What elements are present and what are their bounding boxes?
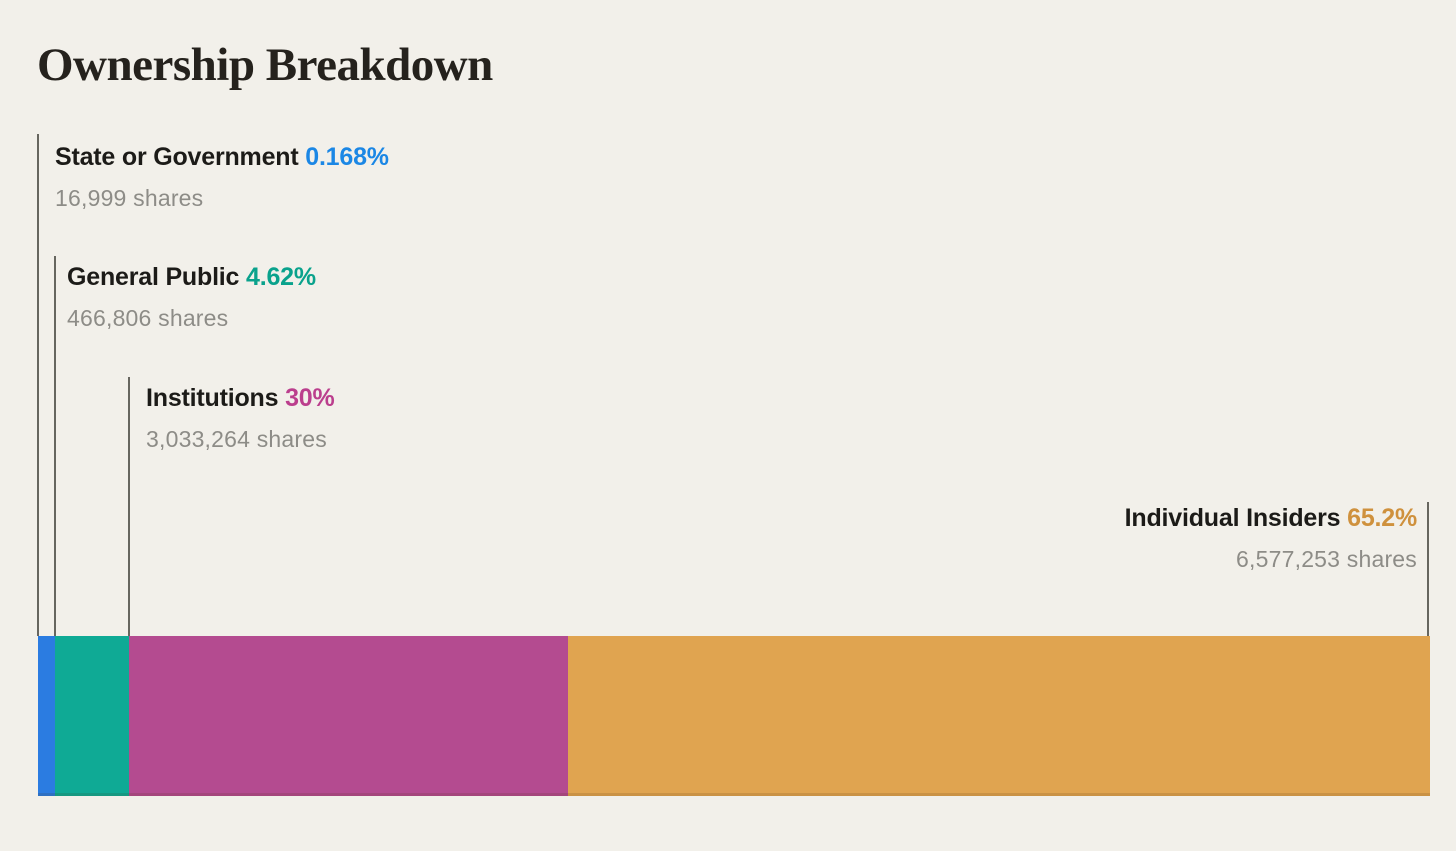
segment-name-label: Individual Insiders bbox=[1124, 504, 1341, 532]
bar-segment-general-public[interactable] bbox=[54, 636, 130, 796]
segment-name-label: General Public bbox=[67, 263, 240, 291]
callout-individual-insiders: Individual Insiders 65.2% 6,577,253 shar… bbox=[1124, 504, 1418, 573]
callout-institutions: Institutions 30% 3,033,264 shares bbox=[146, 384, 335, 453]
bar-segment-institutions[interactable] bbox=[129, 636, 569, 796]
segment-title-row: Institutions 30% bbox=[146, 384, 335, 413]
bar-segment-individual-insiders[interactable] bbox=[568, 636, 1430, 796]
segment-title-row: Individual Insiders 65.2% bbox=[1124, 504, 1418, 533]
connector-line-institutions bbox=[128, 377, 130, 636]
segment-name-label: State or Government bbox=[55, 143, 299, 171]
connector-line-general-public bbox=[54, 256, 56, 636]
connector-line-state-or-government bbox=[37, 134, 39, 636]
page-title: Ownership Breakdown bbox=[37, 39, 493, 91]
segment-shares-value: 3,033,264 shares bbox=[146, 425, 327, 452]
segment-title-row: General Public 4.62% bbox=[67, 263, 316, 292]
connector-line-individual-insiders bbox=[1427, 502, 1429, 636]
segment-percent-value: 30% bbox=[285, 384, 335, 412]
stacked-ownership-bar bbox=[38, 636, 1430, 796]
callout-general-public: General Public 4.62% 466,806 shares bbox=[67, 263, 316, 332]
segment-shares-value: 16,999 shares bbox=[55, 184, 204, 211]
segment-percent-value: 0.168% bbox=[305, 143, 389, 171]
segment-percent-value: 4.62% bbox=[246, 263, 316, 291]
segment-percent-value: 65.2% bbox=[1347, 504, 1417, 532]
segment-shares-value: 6,577,253 shares bbox=[1236, 545, 1417, 572]
segment-title-row: State or Government 0.168% bbox=[55, 143, 389, 172]
bar-segment-state-or-government[interactable] bbox=[38, 636, 55, 796]
segment-name-label: Institutions bbox=[146, 384, 279, 412]
segment-shares-value: 466,806 shares bbox=[67, 304, 229, 331]
callout-state-or-government: State or Government 0.168% 16,999 shares bbox=[55, 143, 389, 212]
